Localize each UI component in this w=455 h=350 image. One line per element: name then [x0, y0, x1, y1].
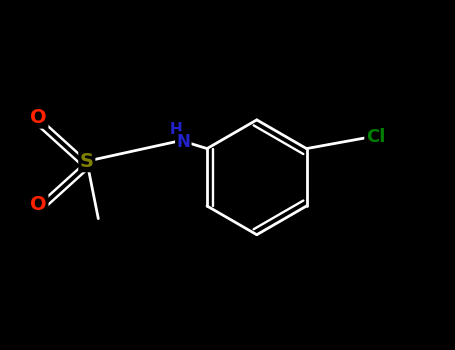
Text: O: O — [30, 108, 47, 127]
Text: Cl: Cl — [366, 128, 385, 146]
Text: S: S — [80, 152, 94, 171]
Text: H: H — [170, 121, 183, 136]
Text: N: N — [177, 133, 190, 151]
Text: O: O — [30, 195, 47, 214]
